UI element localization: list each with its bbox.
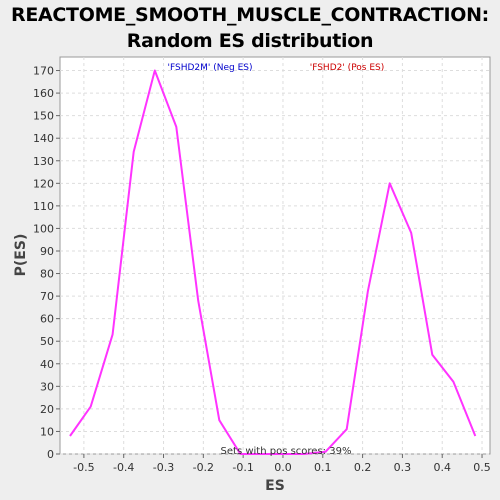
x-tick-label: -0.4 — [113, 461, 134, 474]
x-tick-label: -0.2 — [193, 461, 214, 474]
y-tick-label: 140 — [33, 132, 54, 145]
y-tick-label: 30 — [40, 380, 54, 393]
legend-neg-es: 'FSHD2M' (Neg ES) — [168, 63, 253, 73]
x-tick-label: 0.2 — [354, 461, 372, 474]
grid — [60, 57, 490, 455]
y-tick-label: 80 — [40, 268, 54, 281]
plot-area — [59, 56, 491, 455]
x-tick-label: 0.3 — [394, 461, 412, 474]
pos-scores-annotation: Sets with pos scores: 39% — [221, 446, 352, 457]
es-distribution-line — [69, 69, 477, 455]
series-layer — [69, 69, 477, 455]
x-tick-label: -0.5 — [73, 461, 94, 474]
y-tick-label: 50 — [40, 335, 54, 348]
y-axis: 0 10 20 30 40 50 60 70 80 90 100 110 120 130 140 150 160… — [33, 65, 60, 461]
x-axis: -0.5 -0.4 -0.3 -0.2 -0.1 0.0 0.1 0.2 0.3 0.4 0.5 — [73, 454, 491, 474]
y-tick-label: 110 — [33, 200, 54, 213]
y-tick-label: 100 — [33, 222, 54, 235]
x-tick-label: 0.5 — [473, 461, 491, 474]
y-tick-label: 120 — [33, 177, 54, 190]
y-tick-label: 40 — [40, 358, 54, 371]
y-tick-label: 70 — [40, 290, 54, 303]
chart-title: REACTOME_SMOOTH_MUSCLE_CONTRACTION: Rand… — [11, 4, 489, 52]
y-tick-label: 20 — [40, 403, 54, 416]
y-tick-label: 10 — [40, 425, 54, 438]
y-tick-label: 160 — [33, 87, 54, 100]
y-tick-label: 60 — [40, 313, 54, 326]
y-tick-label: 150 — [33, 110, 54, 123]
x-tick-label: 0.1 — [314, 461, 332, 474]
y-tick-label: 90 — [40, 245, 54, 258]
x-axis-title: ES — [265, 478, 285, 494]
y-tick-label: 0 — [47, 448, 54, 461]
y-axis-title: P(ES) — [13, 234, 29, 277]
y-tick-label: 130 — [33, 155, 54, 168]
x-tick-label: 0.4 — [433, 461, 451, 474]
x-tick-label: 0.0 — [274, 461, 292, 474]
y-tick-label: 170 — [33, 65, 54, 78]
x-tick-label: -0.3 — [153, 461, 174, 474]
legend-pos-es: 'FSHD2' (Pos ES) — [310, 63, 385, 73]
x-tick-label: -0.1 — [232, 461, 253, 474]
